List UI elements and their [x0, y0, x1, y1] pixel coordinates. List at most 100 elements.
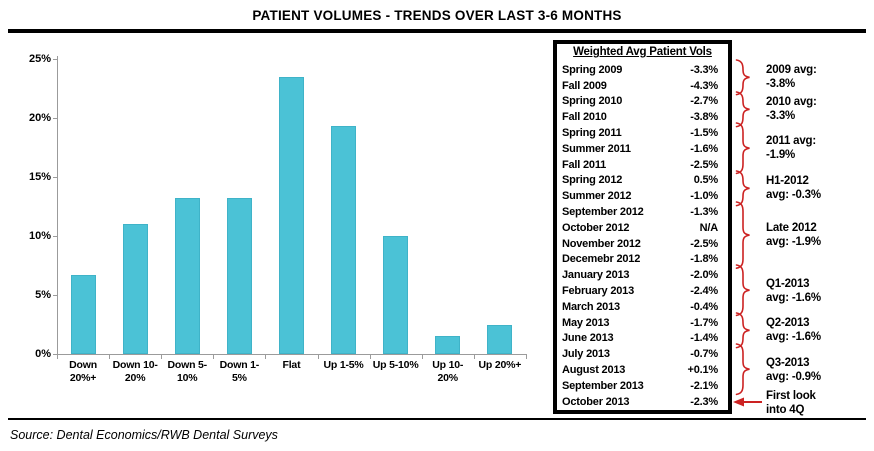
bottom-rule: [8, 418, 866, 420]
table-row: January 2013 -2.0%: [557, 267, 728, 283]
annotation-label: 2009 avg: -3.8%: [766, 64, 817, 91]
row-value: -0.4%: [690, 300, 718, 313]
row-period: October 2013: [562, 395, 630, 408]
bar: [331, 126, 357, 354]
row-period: Decemebr 2012: [562, 253, 641, 266]
row-value: -2.7%: [690, 95, 718, 108]
bar: [70, 274, 96, 354]
row-period: Spring 2011: [562, 127, 622, 140]
table-row: August 2013 +0.1%: [557, 362, 728, 378]
brace-icon: [735, 90, 750, 127]
y-tick-mark: [53, 354, 57, 355]
row-value: -3.3%: [690, 63, 718, 76]
y-tick-label: 25%: [28, 52, 51, 65]
x-tick-mark: [213, 355, 215, 359]
table-row: Fall 2011 -2.5%: [557, 157, 728, 173]
bar: [174, 198, 200, 354]
annotation-label: Q2-2013 avg: -1.6%: [766, 317, 821, 344]
table-row: Summer 2011 -1.6%: [557, 141, 728, 157]
row-value: -2.1%: [690, 379, 718, 392]
row-value: +0.1%: [687, 364, 719, 377]
table-row: March 2013 -0.4%: [557, 299, 728, 315]
brace-icon: [735, 264, 750, 317]
y-tick-label: 15%: [28, 170, 51, 183]
row-period: Spring 2010: [562, 95, 623, 108]
category-label: Up 5-10%: [372, 359, 419, 371]
category-label: Down 5- 10%: [167, 359, 208, 384]
x-tick-mark: [421, 355, 423, 359]
annotation-label: 2011 avg: -1.9%: [766, 135, 816, 162]
row-period: January 2013: [562, 269, 630, 282]
row-value: -2.5%: [690, 158, 718, 171]
table-row: Spring 2012 0.5%: [557, 173, 728, 189]
page-title: PATIENT VOLUMES - TRENDS OVER LAST 3-6 M…: [252, 8, 622, 23]
annotation-label: First look into 4Q: [766, 389, 816, 416]
table-row: May 2013 -1.7%: [557, 315, 728, 331]
bar: [435, 336, 461, 354]
category-label: Up 20%+: [478, 359, 522, 371]
annotation-label: H1-2012 avg: -0.3%: [766, 174, 821, 201]
brace-icon: [735, 311, 750, 349]
y-tick-label: 5%: [35, 288, 51, 301]
row-value: -0.7%: [690, 348, 718, 361]
row-period: March 2013: [562, 300, 620, 313]
row-value: -2.4%: [690, 285, 718, 298]
x-tick-mark: [161, 355, 163, 359]
row-value: -1.8%: [690, 253, 718, 266]
row-period: August 2013: [562, 364, 626, 377]
category-label: Down 20%+: [69, 359, 97, 384]
x-tick-mark: [109, 355, 111, 359]
brace-icon: [735, 169, 750, 206]
y-tick-label: 10%: [28, 229, 51, 242]
brace-icon: [735, 122, 750, 175]
row-period: Spring 2012: [562, 174, 623, 187]
y-tick-label: 0%: [35, 347, 51, 360]
bar: [487, 324, 513, 354]
row-value: -3.8%: [690, 111, 718, 124]
bar: [122, 224, 148, 354]
table-row: Spring 2011 -1.5%: [557, 125, 728, 141]
table-row: Decemebr 2012 -1.8%: [557, 252, 728, 268]
category-label: Down 10- 20%: [112, 359, 158, 384]
brace-icon: [735, 59, 750, 96]
category-label: Up 1-5%: [323, 359, 364, 371]
row-value: -1.5%: [690, 127, 718, 140]
annotation-label: 2010 avg: -3.3%: [766, 95, 817, 122]
table-row: October 2013 -2.3%: [557, 394, 728, 410]
row-period: Fall 2011: [562, 158, 607, 171]
table-row: Fall 2010 -3.8%: [557, 109, 728, 125]
y-tick-mark: [53, 177, 57, 178]
row-value: -1.3%: [690, 206, 718, 219]
row-period: September 2012: [562, 206, 644, 219]
category-label: Flat: [282, 359, 301, 371]
brace-icon: [735, 201, 750, 270]
category-label: Up 10- 20%: [432, 359, 464, 384]
row-period: Summer 2012: [562, 190, 632, 203]
row-value: -1.6%: [690, 142, 718, 155]
category-label: Down 1- 5%: [219, 359, 260, 384]
table-row: Spring 2010 -2.7%: [557, 94, 728, 110]
row-period: Spring 2009: [562, 63, 623, 76]
table-row: September 2012 -1.3%: [557, 204, 728, 220]
row-value: -2.5%: [690, 237, 718, 250]
row-period: May 2013: [562, 316, 610, 329]
x-tick-mark: [369, 355, 371, 359]
row-value: -2.3%: [690, 395, 718, 408]
brace-icon: [735, 343, 750, 396]
table-row: Spring 2009 -3.3%: [557, 62, 728, 78]
row-value: 0.5%: [693, 174, 718, 187]
row-value: -1.7%: [690, 316, 718, 329]
y-tick-mark: [53, 295, 57, 296]
title-rule: [8, 29, 866, 33]
y-tick-label: 20%: [28, 111, 51, 124]
row-period: September 2013: [562, 379, 644, 392]
table-row: Fall 2009 -4.3%: [557, 78, 728, 94]
row-period: June 2013: [562, 332, 614, 345]
table-row: Summer 2012 -1.0%: [557, 188, 728, 204]
annotation-label: Late 2012 avg: -1.9%: [766, 222, 821, 249]
bar: [278, 76, 304, 354]
y-tick-mark: [53, 236, 57, 237]
source-note: Source: Dental Economics/RWB Dental Surv…: [10, 428, 278, 442]
x-tick-mark: [57, 355, 58, 359]
